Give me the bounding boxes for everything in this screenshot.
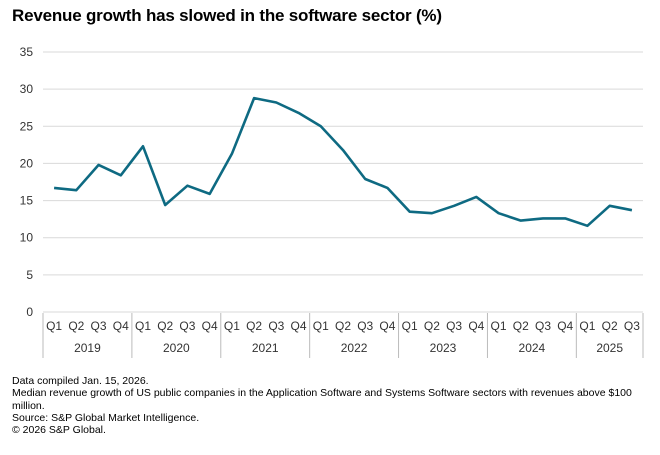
x-tick-label: Q1 <box>46 319 62 333</box>
y-tick-label: 25 <box>20 119 34 133</box>
x-tick-label: Q4 <box>113 319 129 333</box>
x-tick-label: Q2 <box>335 319 351 333</box>
x-tick-label: Q1 <box>579 319 595 333</box>
y-tick-label: 35 <box>20 45 34 59</box>
x-tick-label: Q1 <box>135 319 151 333</box>
x-tick-label: Q2 <box>602 319 618 333</box>
x-tick-label: Q4 <box>202 319 218 333</box>
year-label: 2021 <box>252 341 279 355</box>
x-tick-label: Q3 <box>446 319 462 333</box>
x-tick-label: Q3 <box>179 319 195 333</box>
x-tick-label: Q3 <box>91 319 107 333</box>
x-tick-label: Q2 <box>68 319 84 333</box>
y-tick-label: 10 <box>20 231 34 245</box>
x-tick-label: Q4 <box>291 319 307 333</box>
x-tick-label: Q3 <box>268 319 284 333</box>
year-label: 2024 <box>519 341 546 355</box>
year-label: 2020 <box>163 341 190 355</box>
note-date: Data compiled Jan. 15, 2026. <box>12 375 149 387</box>
note-source: Source: S&P Global Market Intelligence. <box>12 411 200 424</box>
x-tick-label: Q3 <box>624 319 640 333</box>
y-tick-label: 15 <box>20 194 34 208</box>
year-label: 2022 <box>341 341 368 355</box>
x-tick-label: Q4 <box>468 319 484 333</box>
x-tick-label: Q1 <box>491 319 507 333</box>
series-line <box>53 96 633 228</box>
year-label: 2025 <box>596 341 623 355</box>
x-tick-label: Q2 <box>424 319 440 333</box>
note-description: Median revenue growth of US public compa… <box>12 387 632 412</box>
x-tick-label: Q1 <box>224 319 240 333</box>
x-tick-label: Q3 <box>535 319 551 333</box>
x-tick-label: Q1 <box>313 319 329 333</box>
y-tick-label: 30 <box>20 82 34 96</box>
y-tick-label: 5 <box>26 268 33 282</box>
year-label: 2019 <box>74 341 101 355</box>
x-tick-label: Q2 <box>157 319 173 333</box>
x-tick-label: Q1 <box>402 319 418 333</box>
x-tick-label: Q4 <box>557 319 573 333</box>
year-label: 2023 <box>430 341 457 355</box>
x-tick-label: Q2 <box>513 319 529 333</box>
y-tick-label: 20 <box>20 156 34 170</box>
y-tick-label: 0 <box>26 305 33 319</box>
x-tick-label: Q2 <box>246 319 262 333</box>
note-copyright: © 2026 S&P Global. <box>12 424 106 437</box>
chart-title: Revenue growth has slowed in the softwar… <box>12 6 442 25</box>
footnotes: Data compiled Jan. 15, 2026. Median reve… <box>12 375 642 436</box>
x-tick-label: Q3 <box>357 319 373 333</box>
x-tick-label: Q4 <box>379 319 395 333</box>
